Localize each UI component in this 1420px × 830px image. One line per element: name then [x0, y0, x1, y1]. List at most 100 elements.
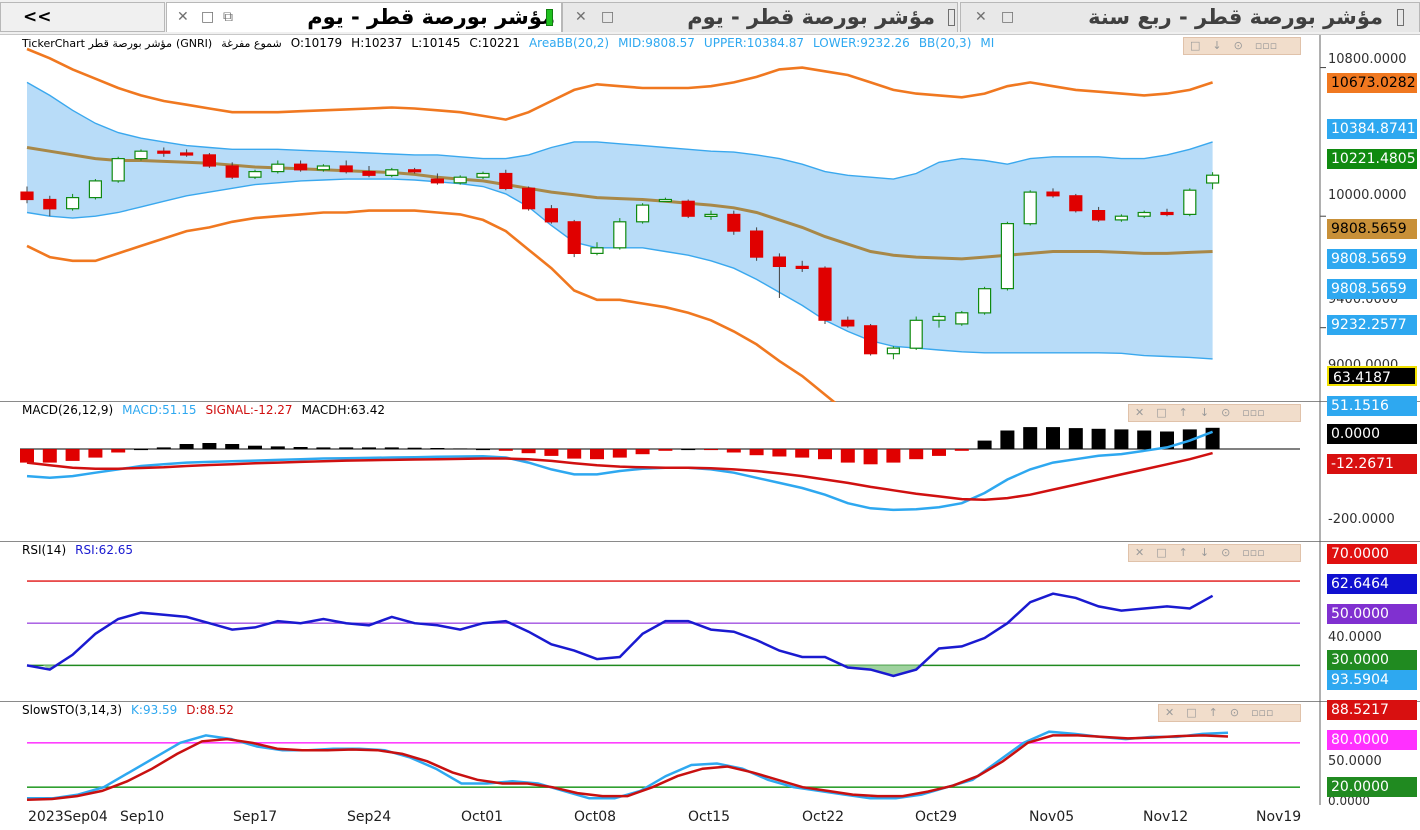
candle-body — [248, 171, 262, 178]
candle-body — [613, 221, 627, 249]
macd-line — [26, 430, 1214, 512]
candle-body — [681, 200, 695, 217]
zero-badge: 0.0000 — [1327, 424, 1417, 444]
close-icon[interactable]: ✕ — [975, 9, 987, 25]
histogram-bar — [977, 440, 992, 450]
price-chart[interactable] — [0, 35, 1420, 402]
histogram-bar — [498, 449, 513, 451]
candle-body — [43, 198, 57, 210]
macd-axis[interactable]: -200.0000 — [1320, 402, 1420, 541]
sto-20-badge: 20.0000 — [1327, 777, 1417, 797]
histogram-bar — [840, 449, 855, 463]
histogram-bar — [521, 449, 536, 454]
rsi-pane[interactable]: RSI(14) RSI:62.65 ✕ □ ↑ ↓ ⊙ ▫▫▫ 40.0000 70.000… — [0, 542, 1420, 702]
histogram-bar — [681, 449, 696, 451]
gear-icon[interactable]: ⊙ — [1221, 546, 1231, 559]
histogram-bar — [1114, 429, 1129, 449]
upper-bb3-badge: 10673.0282 — [1327, 73, 1417, 93]
arrow-up-icon[interactable]: ↑ — [1178, 546, 1188, 559]
x-axis-label: 2023Sep04 — [28, 809, 108, 825]
close-icon[interactable]: ✕ — [575, 9, 587, 25]
sto-pane[interactable]: SlowSTO(3,14,3) K:93.59 D:88.52 ✕ □ ↑ ⊙ ▫▫▫ 50… — [0, 700, 1420, 808]
rsi-header: RSI(14) RSI:62.65 — [22, 543, 142, 557]
macd-pane[interactable]: MACD(26,12,9) MACD:51.15 SIGNAL:-12.27 MACD… — [0, 396, 1420, 542]
more-icon[interactable]: ▫▫▫ — [1251, 706, 1274, 719]
signal-badge: -12.2671 — [1327, 454, 1417, 474]
close-icon[interactable]: ✕ — [1135, 406, 1145, 419]
time-axis[interactable]: 2023Sep04 Sep10 Sep17 Sep24 Oct01 Oct08 Oct15 O… — [0, 805, 1420, 830]
more-icon[interactable]: ▫▫▫ — [1242, 406, 1265, 419]
macd-chart[interactable] — [0, 402, 1420, 542]
rsi-value: RSI:62.65 — [75, 543, 134, 557]
macd-header: MACD(26,12,9) MACD:51.15 SIGNAL:-12.27 MACD… — [22, 403, 394, 417]
sto-chart[interactable] — [0, 702, 1420, 805]
histogram-bar — [339, 447, 354, 450]
candle-body — [841, 319, 855, 327]
rsi-name: RSI(14) — [22, 543, 67, 557]
candle-body — [202, 154, 216, 167]
sto-axis[interactable]: 50.0000 0.0000 — [1320, 702, 1420, 808]
x-axis-label: Sep17 — [233, 809, 278, 825]
more-icon[interactable]: ▫▫▫ — [1254, 39, 1278, 52]
window-icon[interactable]: □ — [1156, 546, 1167, 559]
arrow-down-icon[interactable]: ↓ — [1199, 406, 1210, 419]
candle-body — [453, 176, 467, 184]
candle-body — [886, 347, 901, 355]
sto-d-line — [26, 734, 1229, 802]
histogram-bar — [818, 449, 832, 460]
candle-body — [795, 265, 809, 269]
gear-icon[interactable]: ⊙ — [1229, 706, 1240, 719]
axis-label: 50.0000 — [1328, 754, 1382, 769]
window-icon[interactable]: □ — [1156, 406, 1167, 419]
window-icon[interactable]: □ — [1190, 39, 1201, 52]
window-icon[interactable]: □ — [1001, 9, 1015, 25]
arrow-up-icon[interactable]: ↑ — [1208, 706, 1218, 719]
gear-icon[interactable]: ⊙ — [1221, 406, 1231, 419]
candle-body — [157, 150, 171, 154]
histogram-bar — [1000, 430, 1015, 450]
gear-icon[interactable]: ⊙ — [1233, 39, 1243, 52]
rsi-30-badge: 30.0000 — [1327, 650, 1417, 670]
x-axis-label: Nov19 — [1256, 809, 1302, 825]
rsi-axis[interactable]: 40.0000 — [1320, 542, 1420, 701]
arrow-down-icon[interactable]: ↓ — [1199, 546, 1210, 559]
candle-body — [294, 163, 308, 171]
candle-body — [635, 204, 650, 223]
price-pane[interactable]: TickerChart مؤشر بورصة قطر (GNRI) شموع مفر… — [0, 35, 1420, 402]
histogram-bar — [932, 449, 946, 456]
histogram-bar — [42, 449, 57, 463]
window-icon[interactable]: □ — [601, 9, 615, 25]
axis-label: -200.0000 — [1328, 512, 1395, 527]
collapse-tabs-button[interactable]: << — [0, 2, 165, 32]
rsi-chart[interactable] — [0, 542, 1420, 702]
arrow-up-icon[interactable]: ↑ — [1178, 406, 1188, 419]
bb-badge: 9808.5659 — [1327, 249, 1417, 269]
rsi-pane-controls: ✕ □ ↑ ↓ ⊙ ▫▫▫ — [1128, 544, 1301, 562]
popout-icon[interactable]: ⧉ — [223, 9, 233, 25]
chart-type: شموع مفرغة — [221, 37, 282, 50]
more-icon[interactable]: ▫▫▫ — [1242, 546, 1265, 559]
tab-qe-quarter[interactable]: ✕ □ مؤشر بورصة قطر - ربع سنة — [960, 2, 1420, 32]
close-icon[interactable]: ✕ — [1135, 546, 1145, 559]
candle-body — [385, 169, 399, 177]
tab-title: مؤشر بورصة قطر - يوم — [307, 5, 555, 29]
tab-indicator-icon — [1397, 9, 1404, 26]
close-icon[interactable]: ✕ — [1165, 706, 1175, 719]
window-icon[interactable]: □ — [201, 9, 215, 25]
rsi-50-badge: 50.0000 — [1327, 604, 1417, 624]
histogram-bar — [658, 449, 673, 451]
x-axis-label: Oct29 — [915, 809, 958, 825]
arrow-down-icon[interactable]: ↓ — [1212, 39, 1222, 52]
lower-bb-badge: 9232.2577 — [1327, 315, 1417, 335]
candle-body — [271, 163, 285, 173]
candle-body — [408, 169, 422, 173]
candle-body — [863, 325, 878, 355]
close-icon[interactable]: ✕ — [177, 9, 189, 25]
macdh-value: MACDH:63.42 — [301, 403, 385, 417]
candle-body — [20, 191, 34, 201]
tab-qe-day-active[interactable]: ✕ □ ⧉ مؤشر بورصة قطر - يوم — [166, 2, 562, 32]
window-icon[interactable]: □ — [1186, 706, 1197, 719]
tab-qe-day[interactable]: ✕ □ مؤشر بورصة قطر - يوم — [562, 2, 958, 32]
x-axis-label: Oct15 — [688, 809, 731, 825]
histogram-bar — [749, 449, 764, 456]
